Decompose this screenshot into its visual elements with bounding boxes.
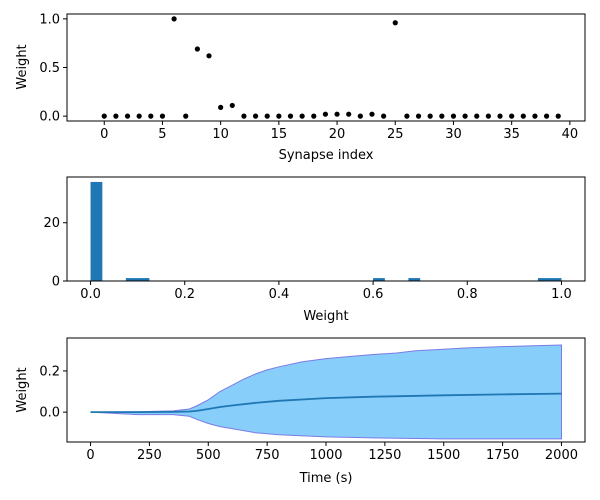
histogram-bar — [373, 278, 385, 281]
histogram-x-tick-label: 0.4 — [269, 287, 290, 302]
scatter-panel: 0 5 10 15 20 25 30 35 40 0.0 0.5 1.0 Synapse index… — [15, 12, 586, 163]
scatter-x-tick-label: 10 — [212, 127, 229, 142]
histogram-axes-frame — [66, 176, 586, 282]
scatter-point — [241, 113, 247, 119]
scatter-x-tick-label: 0 — [100, 127, 108, 142]
histogram-x-axis-label: Weight — [303, 309, 348, 324]
scatter-point — [311, 113, 317, 119]
scatter-marks — [101, 16, 561, 119]
weight-time-marks — [90, 344, 562, 440]
scatter-point — [369, 111, 375, 117]
scatter-point — [113, 113, 119, 119]
scatter-point — [252, 113, 259, 119]
histogram-bar — [537, 278, 562, 281]
scatter-point — [322, 111, 329, 117]
weight-time-x-tick-label: 1500 — [427, 448, 460, 463]
weight-mean-line — [90, 392, 562, 414]
scatter-point — [148, 113, 154, 119]
scatter-point — [392, 20, 398, 26]
histogram-x-tick-label: 0.8 — [457, 287, 478, 302]
weight-time-x-ticks: 0 250 500 750 1000 1250 1500 1750 2000 — [86, 442, 578, 463]
scatter-point — [159, 113, 166, 119]
scatter-y-axis-label: Weight — [15, 44, 30, 89]
weight-band — [90, 344, 562, 440]
histogram-x-tick-label: 0.2 — [174, 287, 195, 302]
histogram-panel: 0.0 0.2 0.4 0.6 0.8 1.0 0 20 Weight — [43, 176, 586, 324]
scatter-point — [509, 113, 515, 119]
scatter-point — [299, 113, 305, 119]
scatter-point — [334, 111, 340, 117]
scatter-x-tick-label: 40 — [562, 127, 579, 142]
scatter-x-tick-label: 15 — [271, 127, 288, 142]
scatter-point — [485, 113, 491, 119]
weight-time-x-tick-label: 750 — [255, 448, 280, 463]
scatter-point — [543, 113, 550, 119]
scatter-x-tick-label: 20 — [329, 127, 346, 142]
scatter-point — [183, 113, 189, 119]
scatter-point — [276, 113, 282, 119]
histogram-y-ticks: 0 20 — [43, 216, 67, 290]
scatter-point — [462, 113, 468, 119]
weight-time-y-tick-label: 0.2 — [39, 364, 60, 379]
scatter-y-tick-label: 0.5 — [39, 61, 60, 76]
scatter-point — [124, 113, 131, 119]
weight-time-x-tick-label: 0 — [86, 448, 94, 463]
scatter-point — [439, 113, 445, 119]
weight-time-panel: 0 250 500 750 1000 1250 1500 1750 2000 0.0 0.2 Ti… — [15, 337, 586, 486]
scatter-point — [520, 113, 526, 119]
scatter-point — [171, 16, 177, 22]
histogram-x-tick-label: 0.6 — [363, 287, 384, 302]
scatter-point — [555, 113, 561, 119]
scatter-y-tick-label: 0.0 — [39, 110, 60, 125]
scatter-point — [101, 113, 107, 119]
scatter-point — [264, 113, 270, 119]
scatter-point — [287, 113, 294, 119]
scatter-point — [450, 113, 457, 119]
scatter-point — [427, 113, 433, 119]
scatter-y-tick-label: 1.0 — [39, 12, 60, 27]
scatter-point — [497, 113, 503, 119]
histogram-marks — [90, 181, 562, 281]
weight-time-y-axis-label: Weight — [15, 367, 30, 412]
histogram-y-tick-label: 20 — [43, 216, 60, 231]
weight-time-x-tick-label: 2000 — [545, 448, 578, 463]
weight-time-x-axis-label: Time (s) — [299, 471, 353, 486]
scatter-x-tick-label: 35 — [503, 127, 520, 142]
scatter-point — [229, 102, 235, 109]
scatter-point — [532, 113, 538, 119]
scatter-point — [136, 113, 142, 119]
histogram-x-ticks: 0.0 0.2 0.4 0.6 0.8 1.0 — [80, 281, 572, 302]
weight-time-x-tick-label: 1250 — [368, 448, 401, 463]
scatter-point — [357, 113, 363, 119]
weight-time-x-tick-label: 1750 — [486, 448, 519, 463]
weight-time-y-tick-label: 0.0 — [39, 406, 60, 421]
histogram-y-tick-label: 0 — [52, 275, 60, 290]
histogram-x-tick-label: 0.0 — [80, 287, 101, 302]
scatter-x-tick-label: 30 — [445, 127, 462, 142]
scatter-x-tick-label: 5 — [158, 127, 166, 142]
scatter-point — [194, 46, 200, 52]
scatter-x-ticks: 0 5 10 15 20 25 30 35 40 — [100, 121, 578, 142]
histogram-x-tick-label: 1.0 — [551, 287, 572, 302]
scatter-x-axis-label: Synapse index — [279, 148, 374, 163]
weight-time-y-ticks: 0.0 0.2 — [39, 364, 67, 421]
scatter-point — [415, 113, 422, 119]
histogram-bar — [408, 278, 421, 281]
histogram-bar — [125, 278, 150, 281]
histogram-bar — [90, 181, 103, 281]
scatter-point — [404, 113, 410, 119]
scatter-point — [346, 111, 352, 117]
scatter-point — [474, 113, 480, 119]
weight-time-x-tick-label: 1000 — [309, 448, 342, 463]
scatter-y-ticks: 0.0 0.5 1.0 — [39, 12, 67, 125]
scatter-point — [218, 104, 224, 110]
weight-time-x-tick-label: 500 — [196, 448, 221, 463]
scatter-point — [381, 113, 387, 119]
scatter-point — [206, 53, 212, 59]
weight-time-x-tick-label: 250 — [137, 448, 162, 463]
scatter-x-tick-label: 25 — [387, 127, 404, 142]
